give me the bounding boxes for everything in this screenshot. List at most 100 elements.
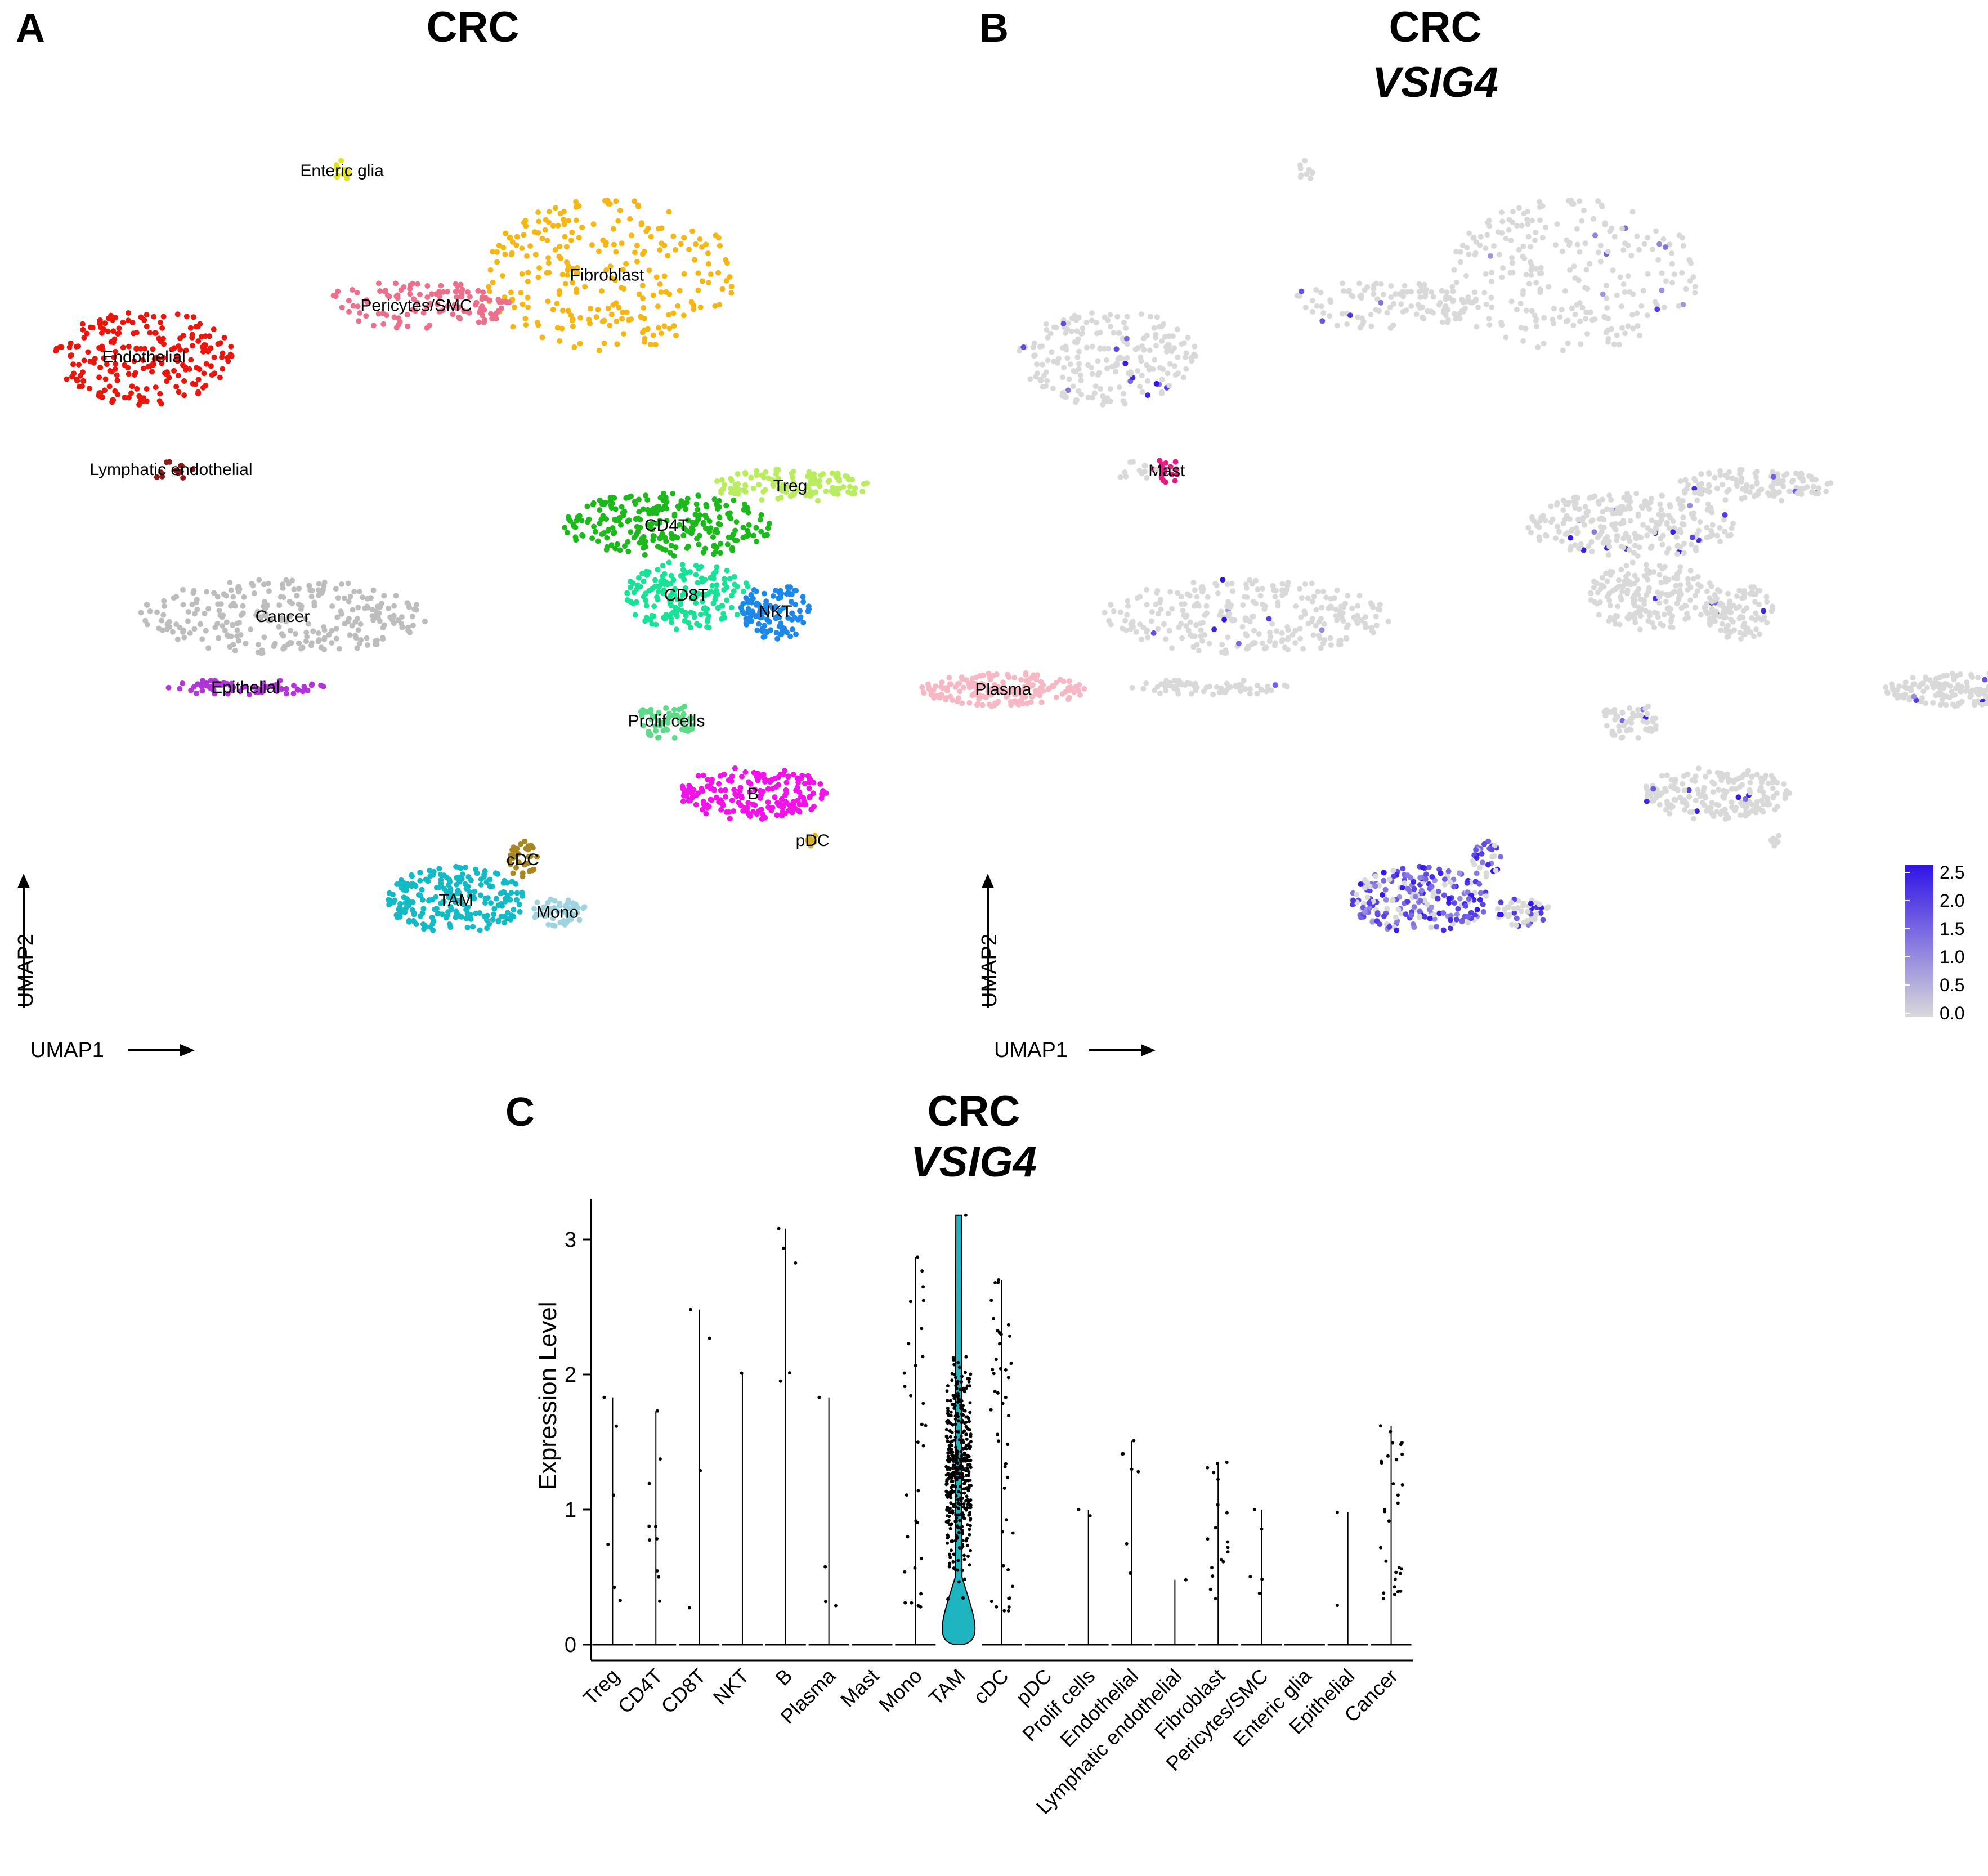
umap-point [147,330,153,336]
umap-point [243,641,249,647]
umap-expr-point [1714,485,1720,491]
umap-point [180,475,186,481]
umap-expr-point [1138,636,1144,642]
umap-point [653,621,659,628]
umap-expr-point [1423,286,1429,293]
umap-expr-point [1632,531,1638,537]
umap-point [754,770,760,776]
umap-point [144,386,150,392]
umap-expr-point [1390,322,1396,328]
umap-expr-point [1037,343,1043,350]
umap-point [645,225,651,231]
umap-point [635,202,641,208]
umap-expr-point [1373,614,1379,620]
umap-expr-point [1824,481,1830,487]
umap-point [326,632,332,638]
umap-expr-point [1811,483,1816,490]
umap-point [197,321,203,327]
umap-expr-point [1754,772,1760,778]
umap-expr-point [1692,605,1698,611]
umap-point [722,581,728,587]
umap-point [234,627,240,633]
umap-point [438,283,444,289]
umap-expr-point [1296,586,1302,592]
umap-point [603,516,609,522]
umap-point [653,274,660,280]
umap-point [663,612,669,617]
umap-point [189,602,195,608]
umap-expr-point [1681,787,1687,794]
umap-expr-point [1224,680,1230,687]
umap-expr-point [1144,333,1150,339]
umap-point [626,317,632,323]
cluster-cd8t-expr [1588,559,1714,633]
umap-point [735,792,741,798]
umap-point [144,312,150,318]
panel-a: A CRC Enteric gliaFibroblastPericytes/SM… [14,3,1185,1062]
umap-expr-point [1294,293,1300,299]
umap-point [661,587,667,593]
umap-point [248,626,254,633]
umap-expr-point [1410,921,1416,927]
umap-expr-point [1551,306,1557,312]
umap-point [355,303,361,310]
umap-point [288,628,293,634]
umap-expr-point [1337,608,1343,615]
umap-point [703,241,709,248]
violin-point [689,1308,692,1311]
umap-point [697,304,704,310]
umap-point [773,467,780,473]
umap-expr-point [1508,238,1514,244]
umap-expr-point [1740,589,1746,596]
umap-expr-point [1403,911,1409,917]
umap-expr-point [1642,498,1648,504]
umap-expr-point [1780,478,1786,484]
umap-expr-point [1577,198,1583,204]
umap-expr-point [1648,495,1654,502]
umap-point [129,383,135,389]
umap-expr-point [1142,463,1148,469]
umap-expr-point [1699,792,1705,798]
umap-a-points [53,158,1180,933]
umap-expr-point [1644,786,1650,792]
umap-point [656,325,661,331]
umap-point [510,324,516,330]
umap-point [573,199,579,205]
umap-point [476,319,482,325]
umap-expr-point [1200,620,1206,626]
cluster-tam-expr [1349,863,1489,933]
umap-point [637,584,643,590]
umap-point [423,305,429,311]
umap-point [611,241,617,248]
umap-expr-point [1537,217,1543,223]
violin-cd4t [635,1409,677,1646]
umap-expr-point [1408,289,1414,295]
umap-point [729,797,735,803]
umap-point [778,771,784,777]
umap-expr-point [1285,627,1291,633]
umap-point [702,610,709,616]
umap-expr-point [1576,517,1582,522]
umap-point [595,538,601,544]
umap-expr-point [1117,474,1123,480]
umap-point [459,871,465,877]
umap-point [763,469,769,475]
umap-point [427,301,433,307]
umap-point [652,723,659,729]
umap-expr-point [1441,876,1448,883]
umap-expr-point [1936,684,1942,691]
umap-point [783,591,790,597]
umap-point [481,319,487,325]
umap-expr-point [1308,176,1314,181]
umap-point [659,240,665,247]
umap-expr-point [1484,232,1490,238]
umap-expr-point [1562,531,1569,538]
umap-point [834,486,840,492]
umap-expr-point [1745,625,1751,632]
umap-point [591,523,597,530]
umap-point [655,567,661,573]
umap-point [789,471,795,476]
umap-point [427,867,433,874]
umap-expr-point [1194,594,1200,600]
umap-expr-point [1569,305,1575,311]
